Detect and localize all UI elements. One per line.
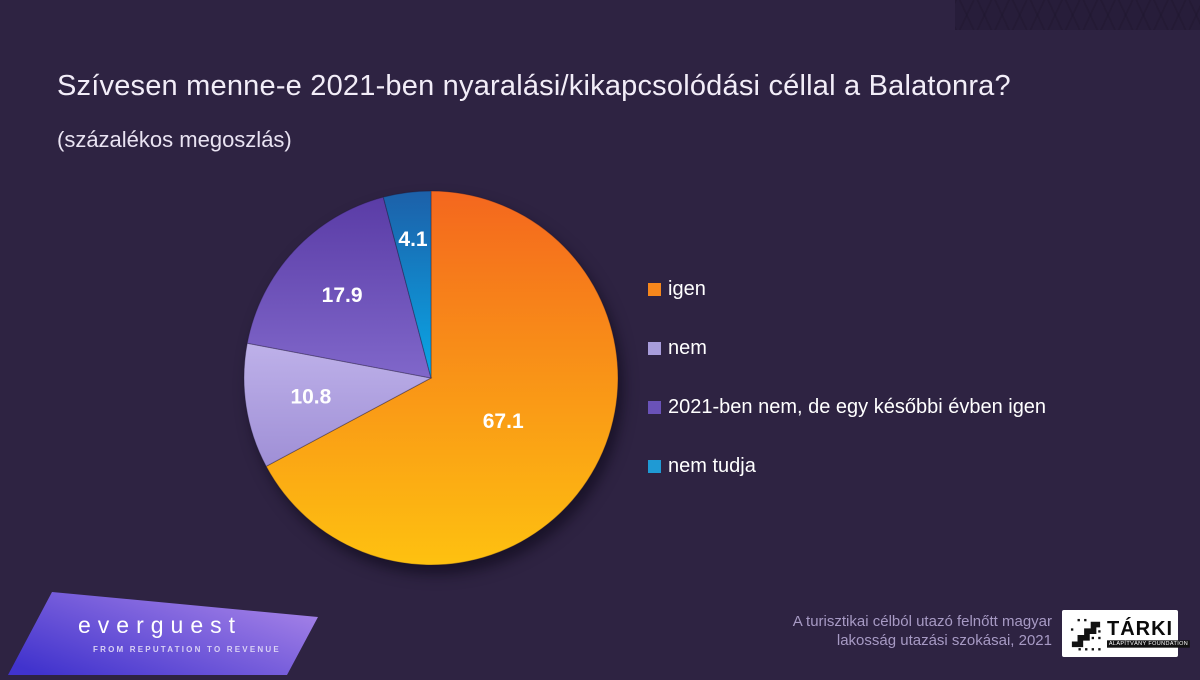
source-note: A turisztikai célból utazó felnőtt magya… <box>793 612 1052 650</box>
chart-legend: igen nem 2021-ben nem, de egy későbbi évbe… <box>648 277 1046 513</box>
pie-label: 4.1 <box>398 228 428 251</box>
everguest-wordmark: everguest <box>78 612 243 638</box>
tarki-subtitle: ALAPÍTVÁNY FOUNDATION <box>1107 640 1190 648</box>
slide-subtitle: (százalékos megoszlás) <box>57 127 292 152</box>
pie-label: 17.9 <box>322 284 363 307</box>
legend-label: igen <box>668 277 706 300</box>
source-line-1: A turisztikai célból utazó felnőtt magya… <box>792 613 1052 630</box>
everguest-logo-shape <box>8 592 318 675</box>
everguest-tagline: FROM REPUTATION TO REVENUE <box>93 645 281 654</box>
pie-slice-1 <box>243 342 433 468</box>
legend-label: nem tudja <box>668 454 756 477</box>
pie-slice-2 <box>246 196 432 379</box>
pie-slice-0 <box>265 190 619 566</box>
legend-item: nem tudja <box>648 454 1046 478</box>
slide-title: Szívesen menne-e 2021-ben nyaralási/kika… <box>57 70 1011 102</box>
legend-swatch <box>648 341 661 355</box>
legend-label: nem <box>668 336 707 359</box>
pie-label: 10.8 <box>290 386 331 409</box>
legend-item: igen <box>648 277 1046 301</box>
pie-slice-3 <box>382 190 432 379</box>
tarki-wordmark: TÁRKI <box>1107 618 1174 640</box>
legend-swatch <box>648 459 661 473</box>
pie-chart: 67.1 10.8 17.9 4.1 <box>243 190 619 566</box>
legend-item: nem <box>648 336 1046 360</box>
everguest-logo <box>0 585 340 675</box>
pie-label: 67.1 <box>483 410 524 433</box>
legend-swatch <box>648 282 661 296</box>
legend-item: 2021-ben nem, de egy későbbi évben igen <box>648 395 1046 419</box>
tarki-text: TÁRKI ALAPÍTVÁNY FOUNDATION <box>1107 619 1197 648</box>
legend-label: 2021-ben nem, de egy későbbi évben igen <box>668 395 1047 418</box>
source-line-2: lakosság utazási szokásai, 2021 <box>836 632 1052 649</box>
watermark-pattern <box>955 0 1200 30</box>
legend-swatch <box>648 400 661 414</box>
tarki-logo: TÁRKI ALAPÍTVÁNY FOUNDATION <box>1062 610 1190 657</box>
tarki-stairs-icon <box>1070 618 1101 650</box>
